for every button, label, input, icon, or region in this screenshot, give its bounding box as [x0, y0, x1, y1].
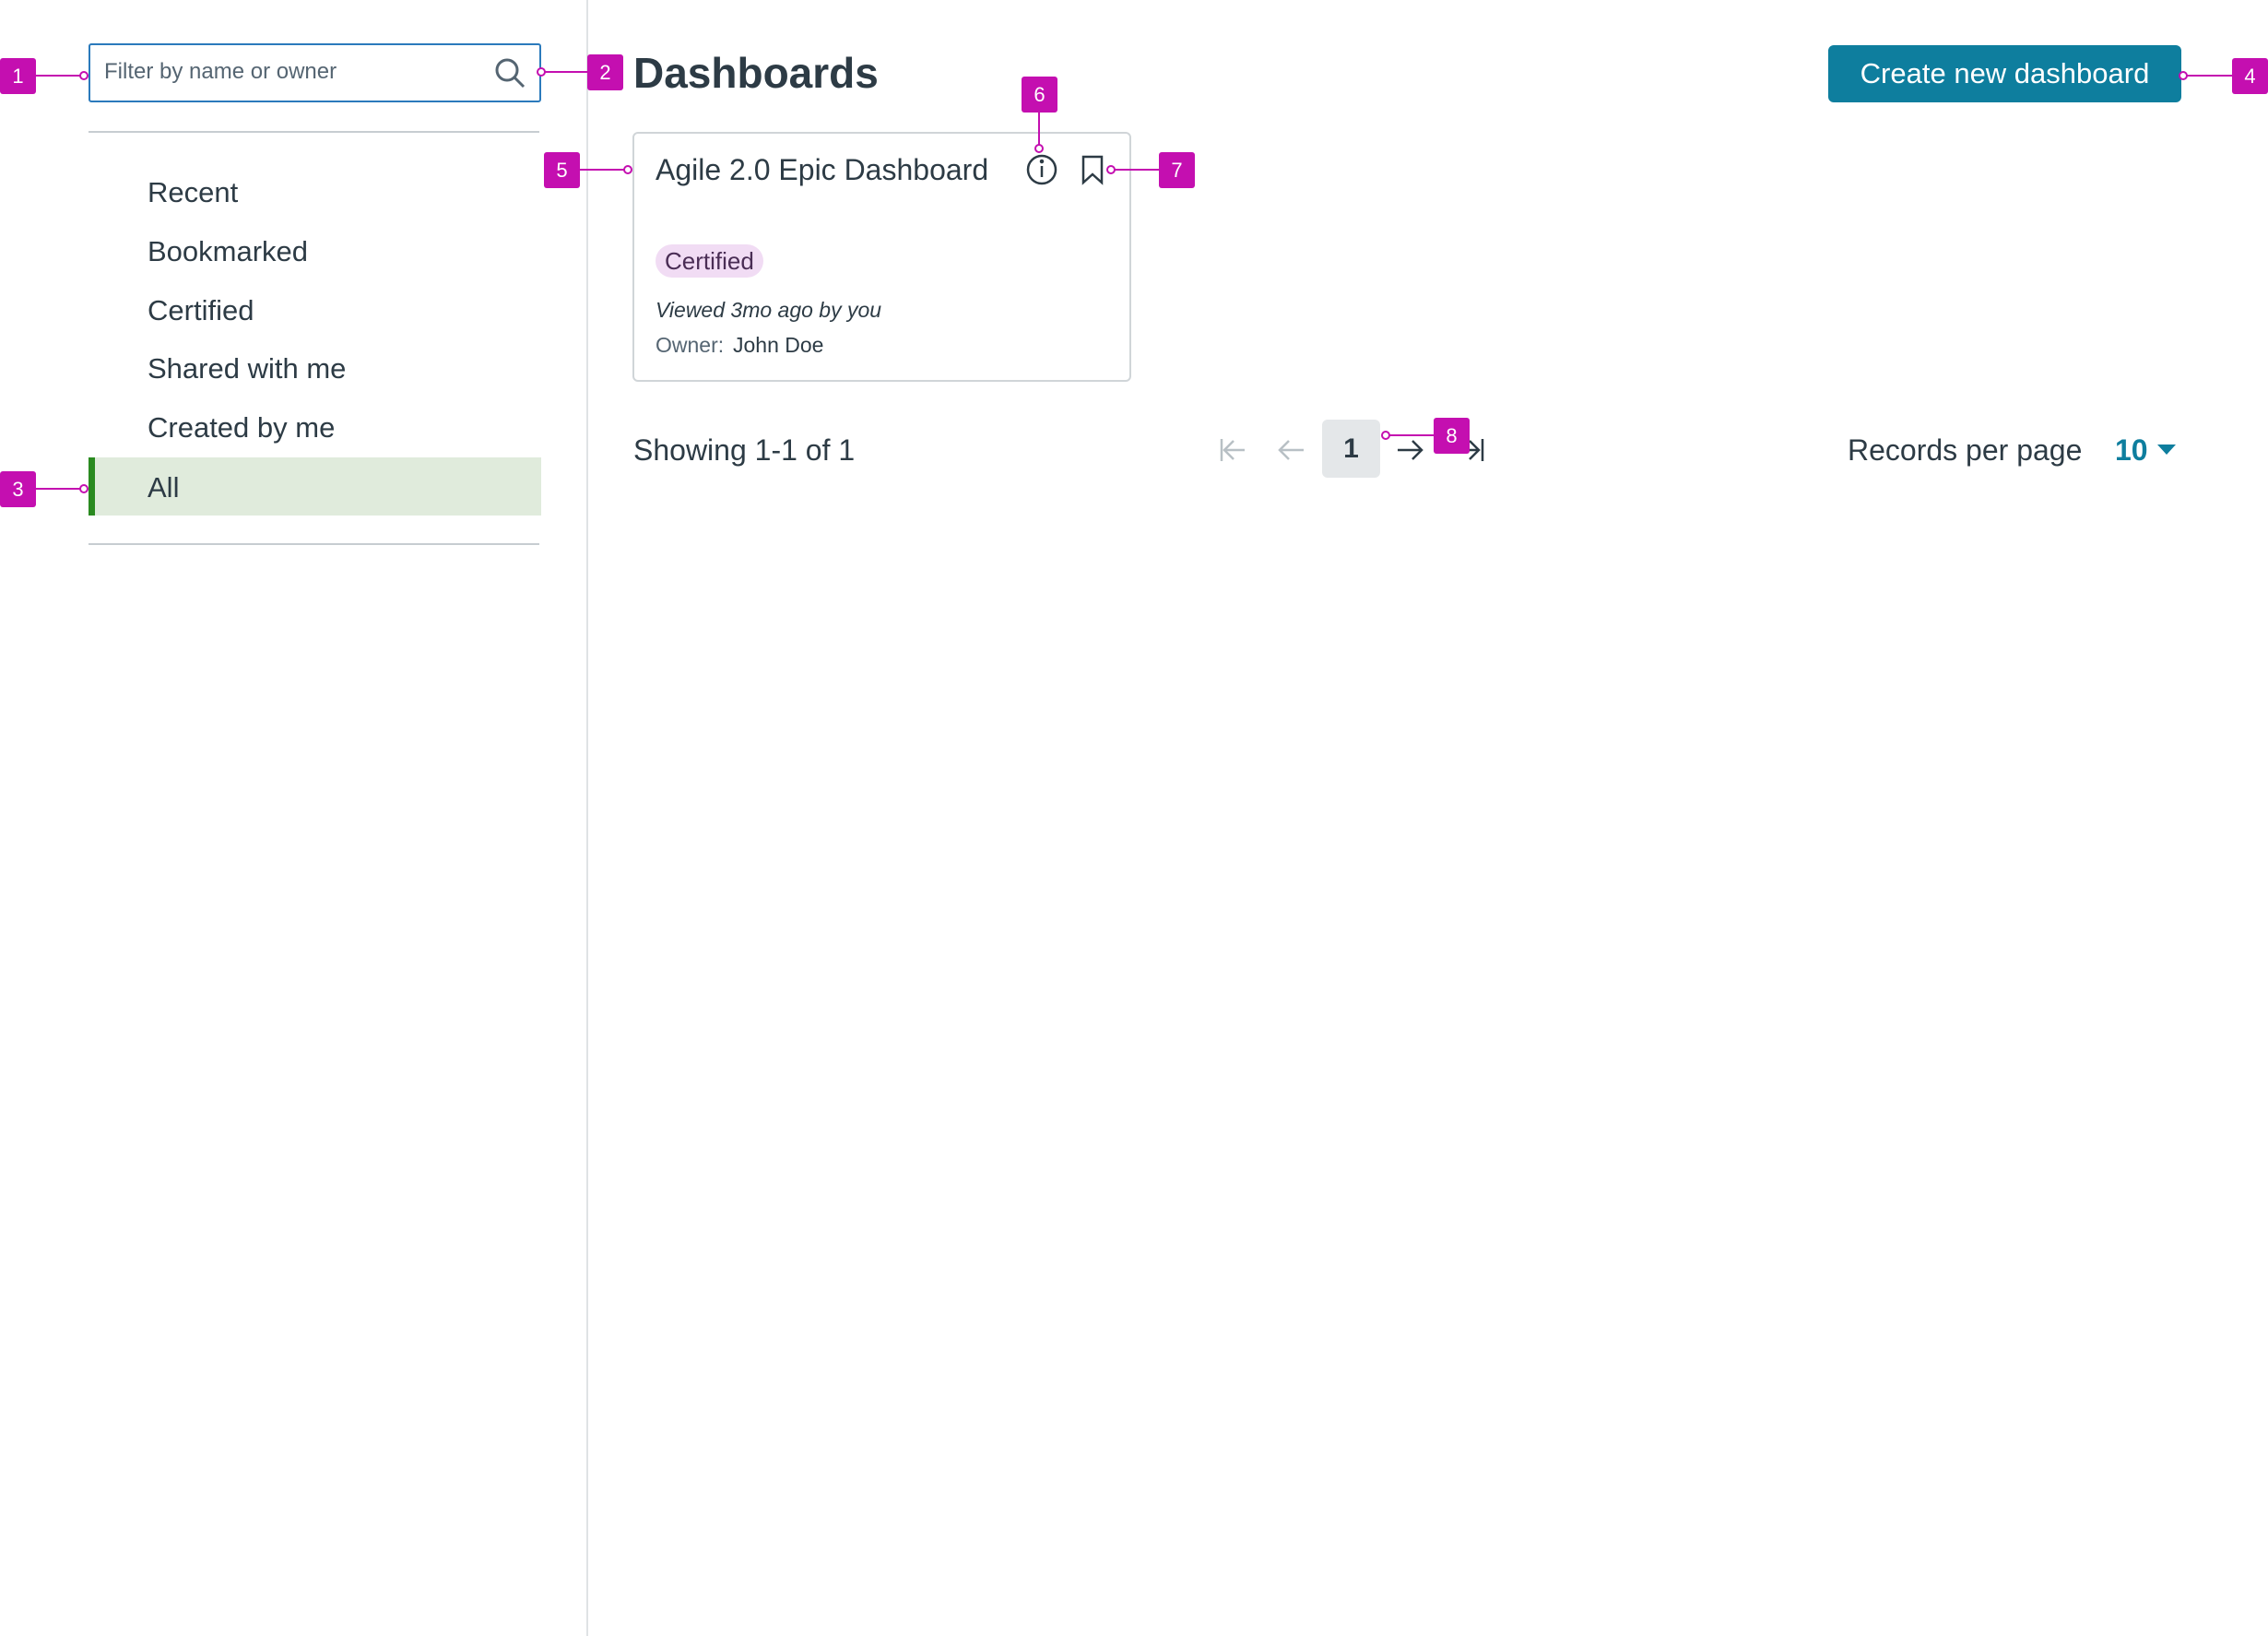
annotation-marker: 5: [544, 152, 580, 188]
card-owner-label: Owner:: [656, 333, 725, 357]
nav-item[interactable]: Created by me: [148, 411, 336, 444]
nav-item[interactable]: Certified: [148, 294, 254, 326]
card-title[interactable]: Agile 2.0 Epic Dashboard: [656, 153, 989, 186]
prev-page-icon: [1278, 440, 1304, 460]
dropdown-caret[interactable]: [2157, 445, 2176, 455]
nav-item[interactable]: Shared with me: [148, 352, 347, 385]
nav-item[interactable]: Recent: [148, 176, 239, 208]
records-value[interactable]: 10: [2115, 433, 2148, 467]
card-owner: John Doe: [733, 333, 824, 357]
sidebar-divider: [586, 0, 588, 1636]
page-number[interactable]: 1: [1322, 420, 1380, 478]
card-viewed: Viewed 3mo ago by you: [656, 298, 882, 322]
next-page-icon[interactable]: [1398, 440, 1423, 460]
nav-item[interactable]: All: [148, 471, 180, 504]
annotation-marker: 4: [2232, 58, 2268, 94]
annotation-marker: 8: [1434, 418, 1470, 454]
annotation-marker: 1: [0, 58, 36, 94]
divider: [89, 543, 539, 545]
annotation-marker: 3: [0, 471, 36, 507]
annotation-marker: 7: [1159, 152, 1195, 188]
dashboard-card[interactable]: [632, 132, 1131, 382]
nav-active-bg: [89, 457, 541, 516]
annotation-marker: 6: [1022, 77, 1057, 113]
page-title: Dashboards: [633, 49, 879, 97]
search-placeholder: Filter by name or owner: [104, 59, 337, 84]
annotation-marker: 2: [587, 54, 623, 90]
nav-item[interactable]: Bookmarked: [148, 235, 309, 267]
records-label: Records per page: [1848, 433, 2083, 467]
first-page-icon: [1220, 439, 1245, 461]
pagination-showing: Showing 1-1 of 1: [633, 433, 856, 467]
certified-tag: Certified: [656, 244, 763, 278]
divider: [89, 131, 539, 133]
create-button[interactable]: Create new dashboard: [1828, 45, 2181, 102]
